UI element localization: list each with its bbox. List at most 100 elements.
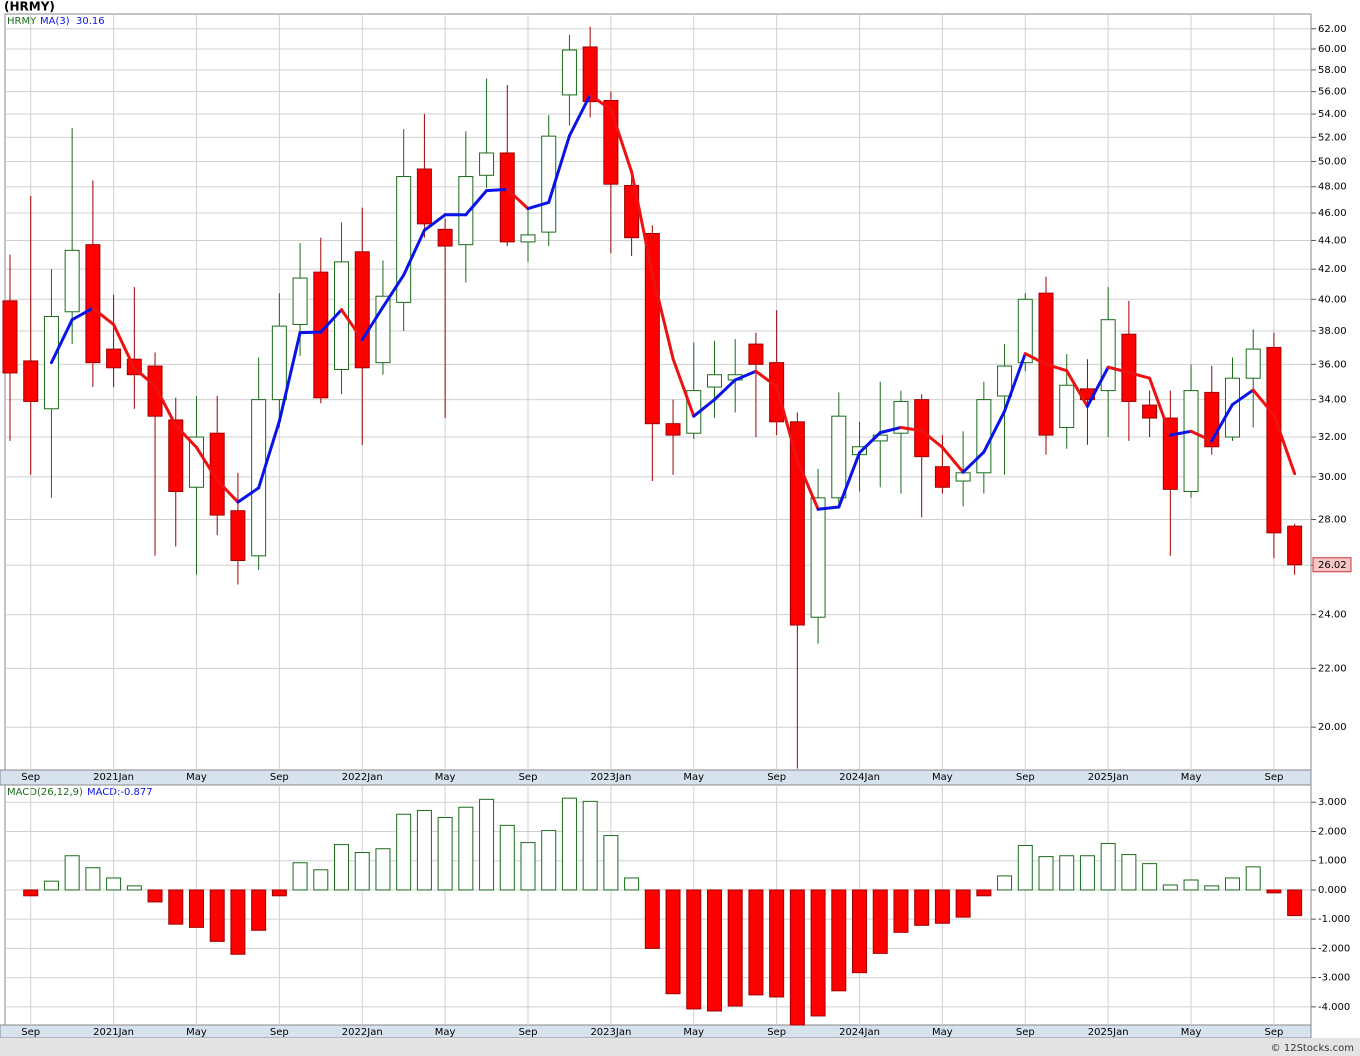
y-tick-label: 56.00	[1318, 87, 1347, 98]
x-tick-label: May	[1181, 1027, 1202, 1038]
ma-segment	[277, 331, 302, 423]
y-tick-label: 34.00	[1318, 395, 1347, 406]
macd-bar	[230, 889, 246, 955]
chart-title: (HRMY)	[4, 0, 55, 14]
macd-bar	[23, 889, 39, 897]
candle-body	[313, 271, 329, 399]
legend-macd-value: MACD:-0.877	[87, 787, 153, 798]
macd-bar	[872, 889, 888, 954]
candle-body	[292, 277, 308, 325]
y-tick-label: 3.000	[1318, 797, 1347, 808]
legend-macd: MACD(26,12,9)	[7, 787, 83, 798]
ma-segment	[609, 107, 634, 174]
x-tick-label: Sep	[767, 1027, 786, 1038]
x-tick-label: Sep	[1016, 772, 1035, 783]
x-tick-label: May	[932, 1027, 953, 1038]
source: © 12Stocks.com	[1271, 1043, 1354, 1054]
x-tick-label: 2022Jan	[342, 1027, 383, 1038]
candle-body	[437, 228, 453, 247]
price-label-box	[1312, 557, 1352, 573]
y-tick-label: 28.00	[1318, 514, 1347, 525]
y-tick-label: 62.00	[1318, 24, 1347, 35]
macd-bar	[748, 889, 764, 996]
candle-body	[458, 176, 474, 246]
ma-segment	[91, 306, 116, 326]
ma-segment	[982, 409, 1007, 454]
candle-body	[1266, 346, 1282, 534]
macd-bar	[499, 824, 515, 891]
ma-segment	[236, 486, 261, 504]
macd-bar	[85, 867, 101, 891]
macd-bar	[955, 889, 971, 918]
macd-bar	[64, 855, 80, 891]
x-tick-label: 2025Jan	[1088, 772, 1129, 783]
macd-bar	[1121, 854, 1137, 891]
ma-segment	[1251, 388, 1276, 417]
x-tick-label: Sep	[21, 772, 40, 783]
candle-body	[106, 348, 122, 369]
y-tick-label: 1.000	[1318, 856, 1347, 867]
candle-body	[955, 472, 971, 482]
ma-segment	[1189, 429, 1214, 443]
candle-body	[997, 365, 1013, 397]
macd-bar	[727, 889, 743, 1007]
candle-body	[1224, 377, 1240, 438]
ma-segment	[1044, 362, 1069, 373]
macd-bar	[1287, 889, 1303, 917]
macd-bar	[644, 889, 660, 949]
candle-body	[976, 399, 992, 474]
ma-segment	[1085, 365, 1110, 408]
x-tick-label: May	[186, 1027, 207, 1038]
x-tick-label: Sep	[767, 772, 786, 783]
candle-body	[769, 362, 785, 423]
ma-segment	[899, 425, 924, 433]
y-tick-label: 38.00	[1318, 326, 1347, 337]
macd-bar	[1224, 877, 1240, 891]
candle-body	[230, 510, 246, 561]
ma-segment	[1272, 413, 1297, 476]
ma-segment	[795, 459, 820, 511]
macd-bar	[1204, 885, 1220, 891]
x-tick-label: Sep	[1016, 1027, 1035, 1038]
ma-segment	[381, 273, 406, 309]
footer	[0, 1038, 1360, 1056]
y-tick-label: 24.00	[1318, 610, 1347, 621]
ma-segment	[70, 306, 95, 322]
x-tick-label: May	[435, 1027, 456, 1038]
macd-bar	[520, 842, 536, 891]
macd-bar	[106, 877, 122, 891]
candle-body	[810, 497, 826, 618]
candle-body	[644, 232, 660, 425]
ma-segment	[816, 505, 841, 511]
ma-segment	[775, 385, 799, 463]
ma-segment	[319, 308, 344, 334]
y-tick-label: 40.00	[1318, 294, 1347, 305]
candle-body	[1017, 298, 1033, 364]
y-tick-label: 48.00	[1318, 182, 1347, 193]
ma-segment	[402, 228, 426, 277]
ma-segment	[526, 200, 551, 211]
legend-ma-value: 30.16	[76, 16, 105, 27]
x-tick-label: May	[683, 1027, 704, 1038]
candle-body	[64, 249, 80, 313]
macd-bar	[582, 800, 598, 891]
ma-segment	[1106, 365, 1131, 374]
ma-segment	[858, 431, 882, 455]
legend-symbol: HRMY	[7, 16, 37, 27]
macd-bar	[43, 880, 59, 891]
macd-bar	[1017, 845, 1033, 891]
macd-bar	[396, 813, 412, 891]
ma-segment	[588, 93, 613, 111]
macd-bar	[313, 869, 329, 891]
ma-segment	[1127, 370, 1152, 380]
y-tick-label: -4.000	[1318, 1002, 1350, 1013]
macd-bar	[292, 862, 308, 891]
y-tick-label: 60.00	[1318, 44, 1347, 55]
ma-segment	[1023, 352, 1048, 366]
x-tick-label: Sep	[1264, 772, 1283, 783]
candle-body	[934, 466, 950, 488]
ma-segment	[340, 308, 364, 342]
ma-segment	[920, 429, 944, 449]
x-tick-label: 2024Jan	[839, 772, 880, 783]
